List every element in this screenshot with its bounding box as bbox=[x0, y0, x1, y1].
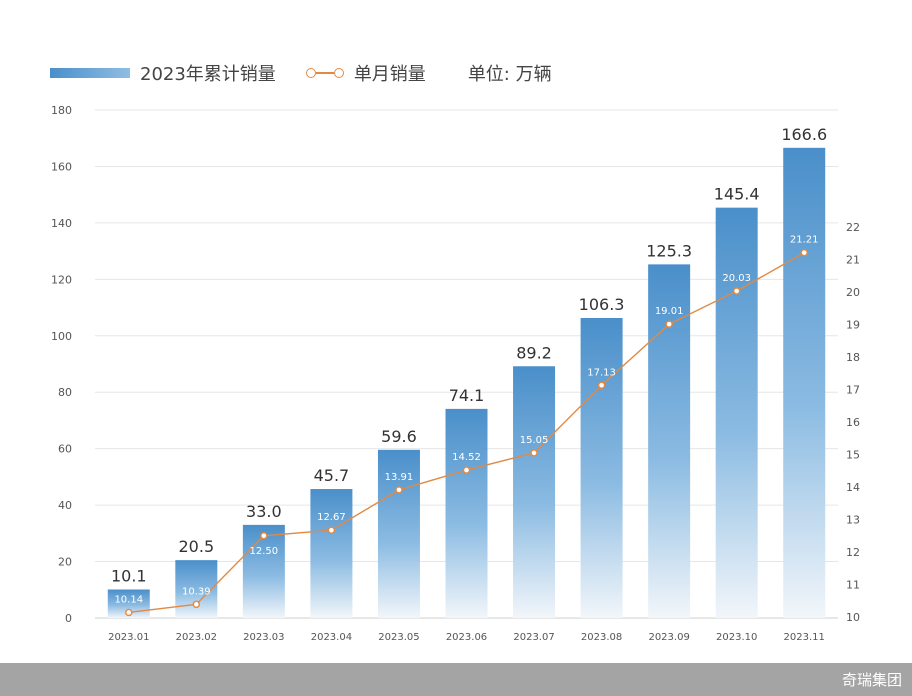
x-tick-label: 2023.09 bbox=[648, 632, 689, 643]
y-right-tick-label: 15 bbox=[846, 449, 860, 462]
y-left-tick-label: 80 bbox=[58, 386, 72, 399]
y-left-tick-label: 180 bbox=[51, 104, 72, 117]
legend-label-cumulative: 2023年累计销量 bbox=[140, 64, 276, 85]
bar bbox=[377, 449, 420, 618]
y-right-tick-label: 12 bbox=[846, 546, 860, 559]
bar bbox=[175, 560, 218, 618]
bar bbox=[783, 147, 826, 618]
bar-value-label: 45.7 bbox=[314, 466, 350, 485]
monthly-value-label: 10.14 bbox=[114, 594, 143, 605]
legend-label-monthly: 单月销量 bbox=[353, 64, 426, 85]
monthly-point bbox=[732, 287, 741, 295]
y-left-tick-label: 20 bbox=[58, 556, 72, 569]
monthly-value-label: 12.67 bbox=[317, 512, 346, 523]
y-right-tick-label: 19 bbox=[846, 319, 860, 332]
monthly-point bbox=[665, 320, 673, 328]
y-left-tick-label: 140 bbox=[51, 217, 72, 230]
bar bbox=[513, 366, 556, 618]
x-tick-label: 2023.05 bbox=[378, 632, 419, 643]
x-tick-label: 2023.06 bbox=[446, 632, 487, 643]
legend-swatch-monthly bbox=[305, 68, 344, 78]
monthly-point bbox=[395, 486, 403, 494]
y-right-tick-label: 20 bbox=[846, 286, 860, 299]
footer-bar: 奇瑞集团 bbox=[0, 663, 912, 696]
bar-value-label: 125.3 bbox=[646, 241, 692, 260]
bar bbox=[715, 207, 758, 618]
monthly-value-label: 21.21 bbox=[790, 235, 819, 246]
chart-canvas: 0 20 40 60 80 100 120 140 160 180 10 11 12 13 14 15 16 17… bbox=[51, 104, 860, 643]
y-left-tick-label: 120 bbox=[51, 273, 72, 286]
x-tick-label: 2023.01 bbox=[108, 632, 149, 643]
monthly-value-label: 17.13 bbox=[587, 367, 616, 378]
bar-value-label: 59.6 bbox=[381, 427, 417, 446]
monthly-point bbox=[800, 248, 808, 257]
monthly-point bbox=[260, 532, 268, 540]
y-left-tick-label: 0 bbox=[65, 612, 72, 625]
x-tick-label: 2023.07 bbox=[513, 632, 554, 643]
y-right-tick-label: 16 bbox=[846, 416, 860, 429]
monthly-value-label: 10.39 bbox=[182, 586, 211, 597]
monthly-point bbox=[462, 466, 471, 474]
bar bbox=[445, 408, 488, 618]
x-tick-label: 2023.08 bbox=[581, 632, 622, 643]
y-right-tick-label: 13 bbox=[846, 514, 860, 527]
y-right-tick-label: 14 bbox=[846, 481, 860, 494]
y-left-tick-label: 160 bbox=[51, 160, 72, 173]
monthly-point bbox=[125, 608, 133, 617]
bar-value-label: 145.4 bbox=[714, 185, 760, 204]
monthly-value-label: 20.03 bbox=[722, 273, 751, 284]
y-right-tick-label: 11 bbox=[846, 579, 860, 592]
monthly-point bbox=[192, 600, 201, 609]
monthly-value-label: 12.50 bbox=[250, 546, 279, 557]
y-left-tick-label: 60 bbox=[58, 443, 72, 456]
monthly-value-label: 19.01 bbox=[655, 306, 684, 317]
x-tick-label: 2023.10 bbox=[716, 632, 757, 643]
bar-value-label: 166.6 bbox=[781, 125, 827, 144]
y-right-tick-label: 17 bbox=[846, 384, 860, 397]
monthly-point bbox=[327, 526, 336, 534]
bar-value-label: 74.1 bbox=[449, 386, 485, 405]
x-tick-label: 2023.02 bbox=[176, 632, 217, 643]
x-tick-label: 2023.11 bbox=[784, 632, 825, 643]
bar-value-label: 89.2 bbox=[516, 343, 552, 362]
x-tick-label: 2023.04 bbox=[311, 632, 352, 643]
footer-brand: 奇瑞集团 bbox=[841, 671, 902, 689]
y-left-tick-label: 40 bbox=[58, 499, 72, 512]
y-left-tick-label: 100 bbox=[51, 330, 72, 343]
bar bbox=[310, 489, 353, 618]
monthly-point bbox=[597, 381, 606, 389]
legend-unit-label: 单位: 万辆 bbox=[467, 64, 552, 85]
monthly-value-label: 14.52 bbox=[452, 452, 481, 463]
y-right-tick-label: 18 bbox=[846, 351, 860, 364]
bar-value-label: 33.0 bbox=[246, 502, 282, 521]
monthly-value-label: 15.05 bbox=[520, 435, 549, 446]
y-right-tick-label: 22 bbox=[846, 221, 860, 234]
x-tick-label: 2023.03 bbox=[243, 632, 284, 643]
y-right-tick-label: 21 bbox=[846, 254, 860, 267]
bar-value-label: 20.5 bbox=[179, 537, 215, 556]
monthly-value-label: 13.91 bbox=[385, 472, 414, 483]
legend-swatch-cumulative bbox=[50, 68, 130, 78]
bar bbox=[580, 317, 623, 618]
y-right-tick-label: 10 bbox=[846, 611, 860, 624]
bar-value-label: 10.1 bbox=[111, 566, 147, 585]
bar bbox=[242, 524, 285, 618]
chart-legend: 2023年累计销量 单月销量 单位: 万辆 bbox=[50, 60, 552, 86]
bar-value-label: 106.3 bbox=[579, 295, 625, 314]
monthly-point bbox=[530, 449, 538, 457]
